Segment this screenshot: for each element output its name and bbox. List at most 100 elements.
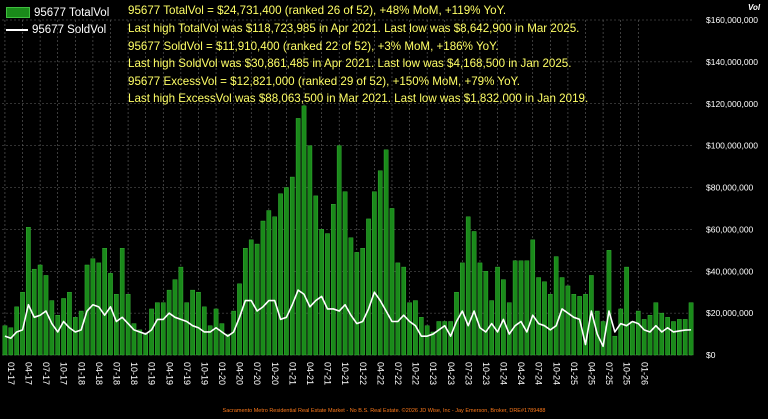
total-volume-bar <box>114 294 119 356</box>
total-volume-bar <box>383 149 389 356</box>
x-tick-label: 04-24 <box>516 362 526 385</box>
legend-swatch-sold <box>6 28 28 31</box>
legend-swatch-total <box>6 7 30 18</box>
x-tick-label: 10-20 <box>270 362 280 385</box>
x-tick-label: 07-19 <box>182 362 192 385</box>
total-volume-bar <box>465 216 471 356</box>
stat-excess-current: 95677 ExcessVol = $12,821,000 (ranked 29… <box>128 75 521 88</box>
x-tick-label: 10-25 <box>622 362 632 385</box>
total-volume-bar <box>389 208 395 356</box>
x-tick-label: 07-18 <box>111 362 121 385</box>
total-volume-bar <box>436 321 442 356</box>
total-volume-bar <box>659 312 665 356</box>
x-tick-label: 01-19 <box>147 362 157 385</box>
total-volume-bar <box>331 204 336 356</box>
total-volume-bar <box>635 310 641 356</box>
total-volume-bar <box>31 268 37 356</box>
x-tick-label: 01-21 <box>287 362 297 385</box>
total-volume-bar <box>366 218 371 356</box>
x-tick-label: 10-22 <box>411 362 421 385</box>
total-volume-bar <box>489 300 494 356</box>
x-tick-label: 01-18 <box>76 362 86 385</box>
total-volume-bar <box>301 105 307 356</box>
total-volume-bar <box>653 302 659 356</box>
legend: 95677 TotalVol 95677 SoldVol <box>6 4 109 38</box>
total-volume-bar <box>553 256 559 356</box>
x-axis: 01-17 04-17 07-17 10-17 01-18 04-18 07-18 10-18… <box>6 362 649 385</box>
x-tick-label: 07-17 <box>41 362 51 385</box>
total-volume-bar <box>612 335 618 356</box>
total-volume-bar <box>160 302 166 356</box>
total-volume-bar <box>424 325 430 356</box>
y-tick-label: $120,000,000 <box>706 99 758 109</box>
y-tick-label: $60,000,000 <box>706 224 754 234</box>
total-volume-bar <box>61 298 66 356</box>
total-volume-bar <box>178 266 184 356</box>
total-volume-bar <box>248 239 254 356</box>
y-tick-label: $40,000,000 <box>706 266 754 276</box>
stat-total-current: 95677 TotalVol = $24,731,400 (ranked 26 … <box>128 4 507 17</box>
total-volume-bar <box>319 229 324 356</box>
total-volume-bar <box>354 252 360 356</box>
y-tick-label: $20,000,000 <box>706 308 754 318</box>
total-volume-bar <box>336 145 342 356</box>
x-tick-label: 10-23 <box>481 362 491 385</box>
x-tick-label: 04-17 <box>24 362 34 385</box>
total-volume-bar <box>524 260 530 356</box>
y-tick-label: $140,000,000 <box>706 57 758 67</box>
total-volume-bar <box>460 262 465 356</box>
total-volume-bar <box>325 233 330 356</box>
total-volume-bar <box>606 250 612 356</box>
total-volume-bar <box>483 271 489 356</box>
legend-item-total: 95677 TotalVol <box>6 4 109 21</box>
x-tick-label: 01-23 <box>428 362 438 385</box>
x-tick-label: 10-18 <box>129 362 139 385</box>
total-volume-bar <box>295 118 301 356</box>
x-tick-label: 07-25 <box>604 362 614 385</box>
total-volume-bar <box>630 321 635 356</box>
total-volume-bar <box>266 210 272 356</box>
total-volume-bar <box>260 220 266 356</box>
total-volume-bar <box>149 308 154 356</box>
y-tick-label: $80,000,000 <box>706 183 754 193</box>
total-volume-bar <box>196 291 201 356</box>
total-volume-bar <box>213 308 219 356</box>
x-tick-label: 01-22 <box>358 362 368 385</box>
total-volume-bar <box>254 243 260 356</box>
total-volume-bar <box>641 319 647 356</box>
x-tick-label: 04-23 <box>446 362 456 385</box>
total-volume-bar <box>207 325 213 356</box>
total-volume-bar <box>2 325 8 356</box>
x-tick-label: 04-25 <box>587 362 597 385</box>
total-volume-bar <box>102 248 107 356</box>
total-volume-bar <box>289 176 295 356</box>
total-volume-bar <box>571 294 577 356</box>
total-volume-bar <box>37 264 43 356</box>
total-volume-bar <box>377 170 383 356</box>
total-volume-bar <box>565 285 571 356</box>
total-volume-bar <box>272 216 278 356</box>
total-volume-bar <box>108 273 113 356</box>
total-volume-bar <box>166 289 172 356</box>
x-tick-label: 01-24 <box>499 362 509 385</box>
stat-excess-high-low: Last high ExcessVol was $88,063,500 in M… <box>128 92 589 105</box>
total-volume-bar <box>307 145 313 356</box>
legend-label-total: 95677 TotalVol <box>34 6 110 19</box>
legend-item-sold: 95677 SoldVol <box>6 21 109 38</box>
total-volume-bar <box>442 321 448 356</box>
x-tick-label: 04-19 <box>164 362 174 385</box>
total-volume-bar <box>413 300 418 356</box>
x-tick-label: 01-25 <box>569 362 579 385</box>
total-volume-bar <box>512 260 518 356</box>
total-volume-bar <box>501 279 506 356</box>
total-volume-bar <box>55 315 61 356</box>
total-volume-bar <box>536 277 541 356</box>
y-axis-label: Vol <box>748 3 761 12</box>
total-volume-bar <box>72 317 78 356</box>
total-volume-bar <box>360 248 365 356</box>
total-volume-bar <box>372 191 377 356</box>
total-volume-bar <box>495 266 500 356</box>
x-tick-label: 01-17 <box>6 362 16 385</box>
total-volume-bar <box>665 317 670 356</box>
total-volume-bar <box>682 319 688 356</box>
